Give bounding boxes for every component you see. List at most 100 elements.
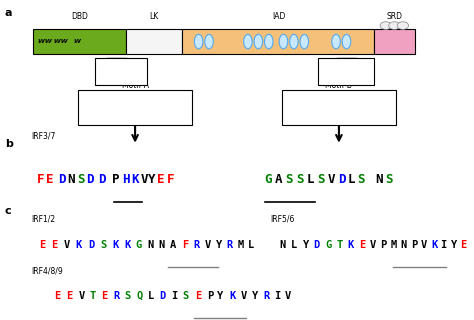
- Text: N: N: [147, 240, 154, 250]
- Text: F: F: [182, 240, 188, 250]
- Text: hIRF7:: hIRF7:: [289, 109, 309, 114]
- Text: V: V: [63, 240, 70, 250]
- Text: P: P: [207, 291, 213, 301]
- Ellipse shape: [244, 35, 252, 49]
- Text: DBD: DBD: [71, 12, 88, 21]
- Text: F: F: [167, 172, 174, 186]
- Text: E: E: [460, 240, 467, 250]
- Text: DPHK (aa: 102-105): DPHK (aa: 102-105): [111, 101, 179, 106]
- Text: L: L: [291, 240, 297, 250]
- Text: Y: Y: [217, 291, 224, 301]
- Text: LK: LK: [149, 12, 159, 21]
- Text: IRF5/6: IRF5/6: [270, 215, 294, 224]
- Circle shape: [397, 22, 409, 29]
- Text: N: N: [279, 240, 285, 250]
- Text: F: F: [36, 172, 44, 186]
- Text: SRD: SRD: [387, 12, 402, 21]
- Text: K: K: [124, 240, 130, 250]
- Circle shape: [389, 22, 400, 29]
- Text: V: V: [241, 291, 247, 301]
- Text: E: E: [157, 172, 165, 186]
- Text: T: T: [336, 240, 343, 250]
- Text: A: A: [170, 240, 176, 250]
- Text: V: V: [421, 240, 428, 250]
- Text: hIRF7:: hIRF7:: [85, 109, 105, 114]
- Text: R: R: [264, 291, 270, 301]
- Text: DPHK: DPHK: [111, 67, 131, 76]
- Text: S: S: [357, 172, 365, 186]
- Text: S: S: [182, 291, 189, 301]
- Text: IRF3/7: IRF3/7: [31, 132, 55, 141]
- Text: E: E: [66, 291, 73, 301]
- Text: Y: Y: [450, 240, 457, 250]
- Text: IRF1/2: IRF1/2: [31, 215, 55, 224]
- Ellipse shape: [264, 35, 273, 49]
- Text: L: L: [248, 240, 255, 250]
- FancyBboxPatch shape: [374, 29, 415, 54]
- Ellipse shape: [279, 35, 288, 49]
- Text: P: P: [401, 24, 404, 28]
- Text: Y: Y: [252, 291, 258, 301]
- Text: N: N: [401, 240, 407, 250]
- Text: D: D: [159, 291, 165, 301]
- Text: S: S: [100, 240, 107, 250]
- Text: S: S: [296, 172, 303, 186]
- Text: T: T: [90, 291, 96, 301]
- Text: GVSSL (aa: 469-473): GVSSL (aa: 469-473): [315, 109, 386, 114]
- Text: V: V: [328, 172, 336, 186]
- Text: E: E: [101, 291, 108, 301]
- Text: b: b: [5, 139, 13, 149]
- Text: D: D: [58, 172, 65, 186]
- Text: N: N: [375, 172, 383, 186]
- FancyBboxPatch shape: [282, 90, 396, 125]
- Text: E: E: [51, 240, 58, 250]
- Text: V: V: [370, 240, 376, 250]
- Text: S: S: [125, 291, 131, 301]
- Text: S: S: [318, 172, 325, 186]
- Circle shape: [380, 22, 392, 29]
- Text: R: R: [113, 291, 119, 301]
- Text: N: N: [158, 240, 164, 250]
- Text: G: G: [136, 240, 142, 250]
- Ellipse shape: [300, 35, 309, 49]
- Text: Q: Q: [137, 291, 143, 301]
- Text: S: S: [385, 172, 392, 186]
- Ellipse shape: [254, 35, 263, 49]
- Text: K: K: [229, 291, 236, 301]
- Text: Y: Y: [148, 172, 155, 186]
- Text: Motif B: Motif B: [326, 81, 352, 90]
- Text: a: a: [5, 8, 12, 18]
- Text: R: R: [193, 240, 200, 250]
- Text: P: P: [112, 172, 120, 186]
- Text: S: S: [285, 172, 293, 186]
- Text: E: E: [54, 291, 60, 301]
- Ellipse shape: [194, 35, 203, 49]
- Text: G: G: [264, 172, 272, 186]
- Text: M: M: [237, 240, 244, 250]
- Text: E: E: [46, 172, 54, 186]
- Text: DPHK (aa: 117-120): DPHK (aa: 117-120): [111, 109, 179, 114]
- Text: L: L: [307, 172, 314, 186]
- Text: K: K: [75, 240, 82, 250]
- Ellipse shape: [342, 35, 351, 49]
- Text: GASSL (aa: 383-387): GASSL (aa: 383-387): [315, 101, 386, 106]
- Ellipse shape: [290, 35, 298, 49]
- Text: H: H: [122, 172, 129, 186]
- Text: I: I: [274, 291, 281, 301]
- Text: V: V: [204, 240, 211, 250]
- FancyBboxPatch shape: [33, 29, 126, 54]
- Text: hIRF3:: hIRF3:: [85, 101, 105, 106]
- FancyBboxPatch shape: [182, 29, 374, 54]
- Ellipse shape: [205, 35, 213, 49]
- Text: P: P: [384, 24, 387, 28]
- Text: V: V: [284, 291, 291, 301]
- Text: Y: Y: [302, 240, 309, 250]
- Text: S: S: [77, 172, 84, 186]
- Text: K: K: [431, 240, 438, 250]
- Text: D: D: [88, 240, 94, 250]
- Text: K: K: [131, 172, 139, 186]
- Ellipse shape: [332, 35, 340, 49]
- Text: D: D: [313, 240, 320, 250]
- Text: P: P: [411, 240, 418, 250]
- Text: E: E: [39, 240, 46, 250]
